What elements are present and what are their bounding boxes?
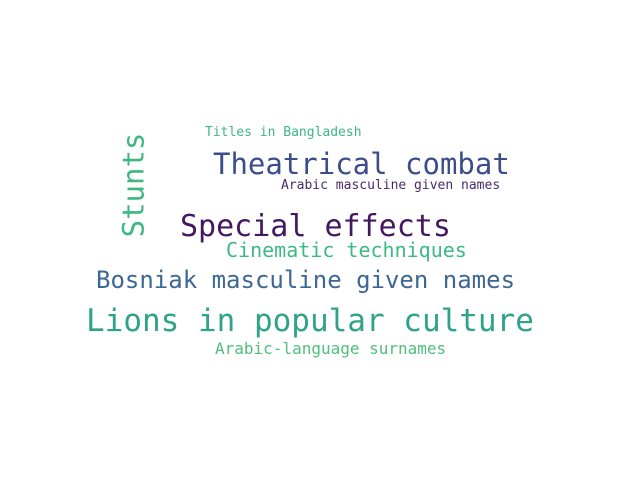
- word-cinematic-techniques: Cinematic techniques: [226, 238, 467, 262]
- word-theatrical-combat: Theatrical combat: [213, 147, 510, 181]
- word-arabic-masculine-given-names: Arabic masculine given names: [281, 178, 501, 193]
- word-arabic-language-surnames: Arabic-language surnames: [215, 339, 447, 358]
- word-lions-in-popular-culture: Lions in popular culture: [86, 303, 534, 339]
- word-bosniak-masculine-given-names: Bosniak masculine given names: [96, 266, 516, 294]
- word-special-effects: Special effects: [180, 209, 451, 244]
- word-stunts: Stunts: [116, 132, 151, 238]
- word-titles-in-bangladesh: Titles in Bangladesh: [205, 125, 362, 140]
